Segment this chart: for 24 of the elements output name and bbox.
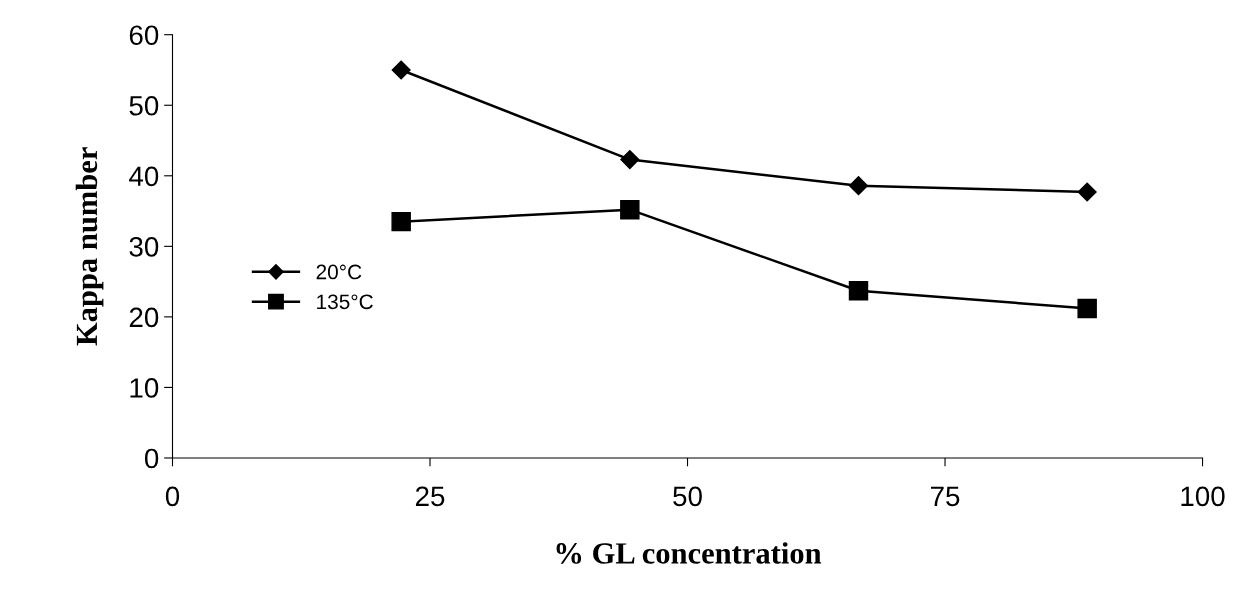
point: [848, 176, 869, 196]
y-tick-label: 10: [130, 378, 159, 398]
point: [620, 199, 640, 220]
y-tick-label: 30: [129, 237, 159, 257]
point: [1077, 298, 1097, 319]
y-tick-label: 60: [129, 25, 159, 46]
x-tick-label: 25: [415, 486, 445, 507]
x-tick-label: 0: [165, 486, 180, 507]
point: [848, 281, 869, 301]
point: [391, 60, 411, 80]
point: [620, 150, 640, 170]
x-tick-label: 75: [931, 486, 960, 507]
x-tick-label: 50: [673, 486, 702, 507]
y-tick-label: 20: [129, 307, 159, 328]
y-tick-label: 40: [129, 166, 159, 187]
legend-label: 20°C: [316, 264, 362, 280]
point: [1077, 182, 1097, 202]
y-tick-label: 50: [129, 95, 159, 116]
x-axis-title: % GL concentration: [556, 542, 822, 564]
x-tick-label: 100: [1181, 486, 1225, 507]
legend-label: 135°C: [317, 294, 373, 310]
point: [391, 211, 411, 232]
y-axis-title: Kappa number: [75, 147, 104, 346]
y-tick-label: 0: [144, 448, 159, 469]
